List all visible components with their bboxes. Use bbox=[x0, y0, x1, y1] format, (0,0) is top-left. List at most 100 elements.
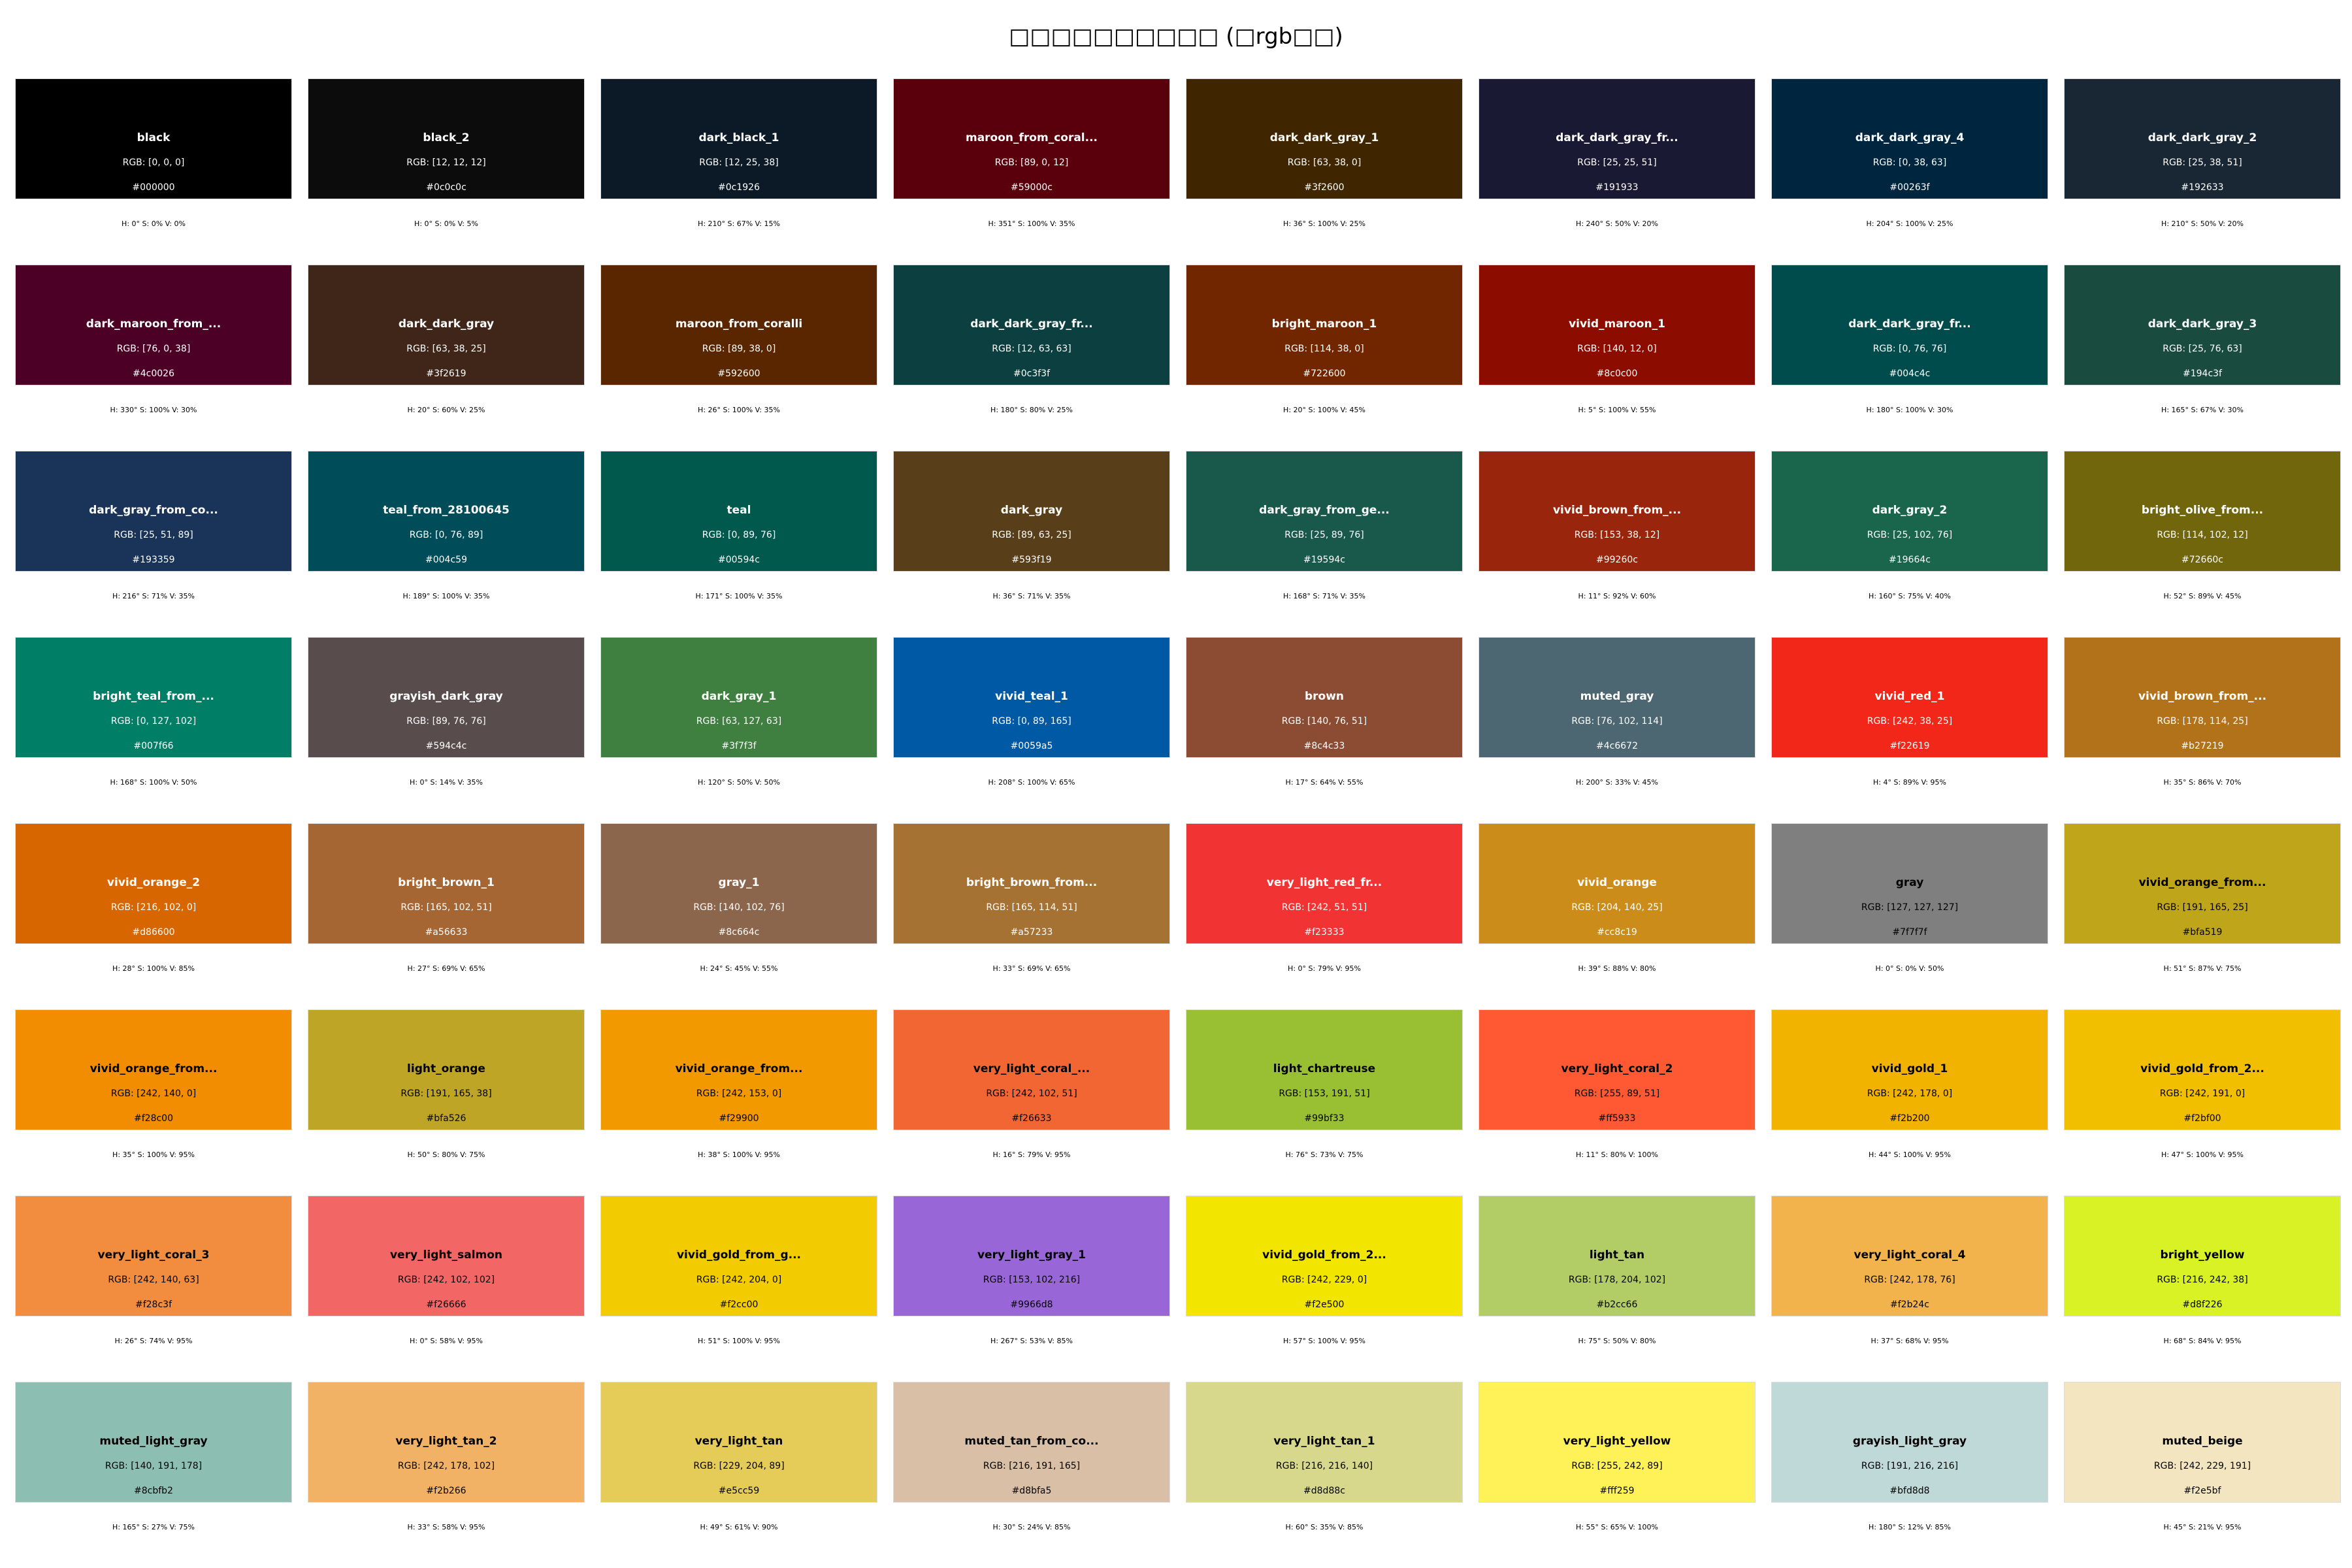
color-card: very_light_yellow RGB: [255, 242, 89] #fff… bbox=[1478, 1382, 1756, 1568]
color-card: black_2 RGB: [12, 12, 12] #0c0c0c H: 0° S: … bbox=[308, 78, 585, 265]
color-rgb: RGB: [140, 12, 0] bbox=[1577, 344, 1657, 354]
color-rgb: RGB: [242, 229, 0] bbox=[1281, 1275, 1367, 1285]
color-swatch: dark_dark_gray_fr... RGB: [25, 25, 51] #19… bbox=[1478, 78, 1756, 199]
color-card: dark_dark_gray_fr... RGB: [25, 25, 51] #19… bbox=[1478, 78, 1756, 265]
color-hex: #7f7f7f bbox=[1892, 927, 1927, 938]
color-hsv: H: 267° S: 53% V: 85% bbox=[990, 1337, 1073, 1345]
color-swatch: teal_from_28100645 RGB: [0, 76, 89] #004c5… bbox=[308, 451, 585, 572]
color-rgb: RGB: [204, 140, 25] bbox=[1571, 902, 1663, 913]
color-card: bright_yellow RGB: [216, 242, 38] #d8f226 H… bbox=[2064, 1196, 2341, 1382]
color-name: vivid_gold_from_2... bbox=[1262, 1249, 1386, 1262]
color-hsv: H: 60° S: 35% V: 85% bbox=[1285, 1523, 1364, 1531]
color-name: vivid_red_1 bbox=[1874, 690, 1945, 703]
color-swatch: gray_1 RGB: [140, 102, 76] #8c664c bbox=[600, 823, 877, 944]
color-card: very_light_coral_... RGB: [242, 102, 51] #… bbox=[893, 1009, 1170, 1196]
color-swatch: black_2 RGB: [12, 12, 12] #0c0c0c bbox=[308, 78, 585, 199]
color-rgb: RGB: [25, 25, 51] bbox=[1577, 157, 1657, 168]
color-card: vivid_maroon_1 RGB: [140, 12, 0] #8c0c00 H:… bbox=[1478, 265, 1756, 451]
color-rgb: RGB: [63, 127, 63] bbox=[696, 716, 782, 727]
color-hex: #0c3f3f bbox=[1013, 368, 1050, 379]
color-hex: #72660c bbox=[2181, 555, 2223, 565]
color-hex: #192633 bbox=[2181, 182, 2224, 193]
color-hsv: H: 51° S: 87% V: 75% bbox=[2163, 964, 2242, 973]
color-hsv: H: 57° S: 100% V: 95% bbox=[1283, 1337, 1365, 1345]
color-swatch: dark_gray_2 RGB: [25, 102, 76] #19664c bbox=[1771, 451, 2048, 572]
color-hsv: H: 180° S: 80% V: 25% bbox=[990, 406, 1073, 414]
color-hsv: H: 168° S: 100% V: 50% bbox=[110, 778, 197, 787]
color-hsv: H: 204° S: 100% V: 25% bbox=[1866, 220, 1953, 228]
color-rgb: RGB: [25, 51, 89] bbox=[114, 530, 193, 540]
color-rgb: RGB: [140, 191, 178] bbox=[105, 1461, 203, 1471]
color-card: vivid_orange RGB: [204, 140, 25] #cc8c19 H:… bbox=[1478, 823, 1756, 1009]
color-rgb: RGB: [89, 76, 76] bbox=[406, 716, 486, 727]
color-hex: #d8f226 bbox=[2182, 1299, 2223, 1310]
color-rgb: RGB: [63, 38, 0] bbox=[1287, 157, 1362, 168]
color-hsv: H: 52° S: 89% V: 45% bbox=[2163, 592, 2242, 600]
color-swatch: light_orange RGB: [191, 165, 38] #bfa526 bbox=[308, 1009, 585, 1130]
color-hex: #d8bfa5 bbox=[1011, 1486, 1052, 1496]
color-card: dark_maroon_from_... RGB: [76, 0, 38] #4c0… bbox=[15, 265, 292, 451]
color-name: vivid_orange bbox=[1577, 876, 1657, 889]
color-name: black_2 bbox=[423, 131, 470, 144]
color-hsv: H: 208° S: 100% V: 65% bbox=[988, 778, 1075, 787]
color-swatch: bright_yellow RGB: [216, 242, 38] #d8f226 bbox=[2064, 1196, 2341, 1316]
color-rgb: RGB: [25, 89, 76] bbox=[1284, 530, 1364, 540]
color-hex: #99260c bbox=[1596, 555, 1638, 565]
color-hsv: H: 5° S: 100% V: 55% bbox=[1578, 406, 1656, 414]
color-hex: #4c6672 bbox=[1596, 741, 1638, 751]
color-name: vivid_gold_from_g... bbox=[676, 1249, 802, 1262]
color-swatch: vivid_gold_from_g... RGB: [242, 204, 0] #f… bbox=[600, 1196, 877, 1316]
color-hsv: H: 49° S: 61% V: 90% bbox=[700, 1523, 778, 1531]
color-hex: #000000 bbox=[132, 182, 175, 193]
color-hex: #19664c bbox=[1889, 555, 1931, 565]
color-hsv: H: 28° S: 100% V: 85% bbox=[112, 964, 195, 973]
color-hsv: H: 189° S: 100% V: 35% bbox=[402, 592, 490, 600]
color-swatch: vivid_red_1 RGB: [242, 38, 25] #f22619 bbox=[1771, 637, 2048, 758]
color-hex: #004c59 bbox=[425, 555, 467, 565]
color-swatch: very_light_coral_4 RGB: [242, 178, 76] #f2… bbox=[1771, 1196, 2048, 1316]
color-swatch: vivid_orange_from... RGB: [242, 140, 0] #f… bbox=[15, 1009, 292, 1130]
color-name: bright_yellow bbox=[2160, 1249, 2245, 1262]
color-hsv: H: 210° S: 50% V: 20% bbox=[2161, 220, 2244, 228]
color-card: muted_beige RGB: [242, 229, 191] #f2e5bf H:… bbox=[2064, 1382, 2341, 1568]
color-name: very_light_coral_2 bbox=[1561, 1062, 1673, 1075]
color-hsv: H: 20° S: 60% V: 25% bbox=[407, 406, 485, 414]
color-rgb: RGB: [114, 38, 0] bbox=[1284, 344, 1364, 354]
color-card: bright_olive_from... RGB: [114, 102, 12] #… bbox=[2064, 451, 2341, 637]
color-card: very_light_tan_1 RGB: [216, 216, 140] #d8d… bbox=[1186, 1382, 1463, 1568]
color-swatch: very_light_salmon RGB: [242, 102, 102] #f2… bbox=[308, 1196, 585, 1316]
color-rgb: RGB: [89, 0, 12] bbox=[994, 157, 1069, 168]
color-hex: #3f2619 bbox=[426, 368, 466, 379]
color-card: vivid_red_1 RGB: [242, 38, 25] #f22619 H: 4… bbox=[1771, 637, 2048, 823]
color-rgb: RGB: [242, 102, 51] bbox=[986, 1088, 1077, 1099]
color-name: brown bbox=[1304, 690, 1345, 703]
color-swatch: muted_beige RGB: [242, 229, 191] #f2e5bf bbox=[2064, 1382, 2341, 1503]
color-rgb: RGB: [153, 191, 51] bbox=[1279, 1088, 1370, 1099]
color-name: dark_black_1 bbox=[698, 131, 779, 144]
color-hsv: H: 0° S: 79% V: 95% bbox=[1288, 964, 1361, 973]
color-name: bright_maroon_1 bbox=[1271, 318, 1377, 331]
color-hsv: H: 68° S: 84% V: 95% bbox=[2163, 1337, 2242, 1345]
color-hsv: H: 33° S: 69% V: 65% bbox=[992, 964, 1071, 973]
color-card: muted_tan_from_co... RGB: [216, 191, 165]… bbox=[893, 1382, 1170, 1568]
color-swatch: teal RGB: [0, 89, 76] #00594c bbox=[600, 451, 877, 572]
color-swatch: dark_gray_from_co... RGB: [25, 51, 89] #19… bbox=[15, 451, 292, 572]
color-name: dark_dark_gray_fr... bbox=[1556, 131, 1678, 144]
color-rgb: RGB: [178, 204, 102] bbox=[1568, 1275, 1666, 1285]
color-hex: #8cbfb2 bbox=[134, 1486, 173, 1496]
color-hex: #f2e5bf bbox=[2183, 1486, 2221, 1496]
color-hex: #fff259 bbox=[1599, 1486, 1635, 1496]
color-swatch: dark_dark_gray_fr... RGB: [0, 76, 76] #004… bbox=[1771, 265, 2048, 385]
color-hsv: H: 0° S: 14% V: 35% bbox=[410, 778, 483, 787]
color-card: dark_dark_gray_1 RGB: [63, 38, 0] #3f2600 H… bbox=[1186, 78, 1463, 265]
color-name: very_light_gray_1 bbox=[977, 1249, 1086, 1262]
color-hex: #00594c bbox=[718, 555, 760, 565]
color-hex: #194c3f bbox=[2183, 368, 2222, 379]
color-swatch: dark_dark_gray_1 RGB: [63, 38, 0] #3f2600 bbox=[1186, 78, 1463, 199]
color-rgb: RGB: [140, 102, 76] bbox=[693, 902, 785, 913]
color-rgb: RGB: [165, 114, 51] bbox=[986, 902, 1077, 913]
color-card: very_light_tan_2 RGB: [242, 178, 102] #f2b… bbox=[308, 1382, 585, 1568]
color-card: dark_gray_1 RGB: [63, 127, 63] #3f7f3f H: 1… bbox=[600, 637, 877, 823]
color-name: light_chartreuse bbox=[1273, 1062, 1376, 1075]
color-rgb: RGB: [216, 191, 165] bbox=[983, 1461, 1081, 1471]
